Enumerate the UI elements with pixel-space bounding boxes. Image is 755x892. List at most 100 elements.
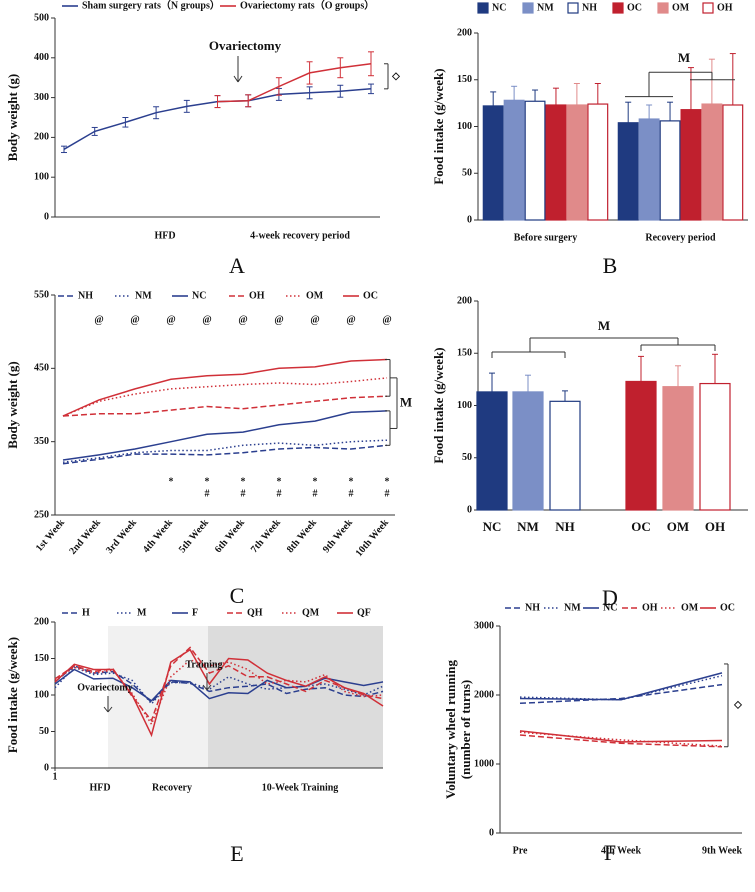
bar bbox=[503, 99, 525, 221]
x-tick-label: OM bbox=[667, 519, 689, 534]
legend-label: OM bbox=[672, 2, 690, 13]
annotation: M bbox=[598, 318, 610, 333]
annotation: # bbox=[277, 488, 282, 499]
y-tick-label: 0 bbox=[467, 504, 472, 515]
annotation: * bbox=[385, 476, 390, 487]
y-tick-label: 100 bbox=[457, 121, 472, 132]
bar bbox=[482, 105, 504, 221]
legend-label: OC bbox=[720, 602, 735, 613]
y-tick-label: 0 bbox=[467, 214, 472, 225]
series-line bbox=[62, 395, 388, 417]
annotation: * bbox=[169, 476, 174, 487]
annotation: ◇ bbox=[391, 71, 400, 82]
legend-swatch bbox=[702, 2, 714, 14]
legend-label: QH bbox=[247, 607, 263, 618]
y-tick-label: 150 bbox=[34, 653, 49, 664]
bar bbox=[659, 120, 681, 221]
y-tick-label: 1000 bbox=[474, 758, 494, 769]
series-line bbox=[62, 358, 388, 417]
series-line bbox=[54, 659, 384, 726]
series-line bbox=[519, 672, 723, 701]
bar bbox=[722, 104, 744, 221]
y-tick-label: 250 bbox=[34, 509, 49, 520]
y-axis-label: Body weight (g) bbox=[5, 361, 20, 448]
panel-label: F bbox=[604, 840, 616, 865]
annotation: * bbox=[349, 476, 354, 487]
y-tick-label: 50 bbox=[462, 452, 472, 463]
legend-label: QM bbox=[302, 607, 320, 618]
annotation: @ bbox=[238, 314, 247, 325]
y-axis-label: Body weight (g) bbox=[5, 74, 20, 161]
y-tick-label: 50 bbox=[462, 168, 472, 179]
legend-label: NC bbox=[492, 2, 506, 13]
series-line bbox=[54, 648, 384, 738]
annotation: * bbox=[241, 476, 246, 487]
y-tick-label: 200 bbox=[457, 27, 472, 38]
x-tick-label: 9th Week bbox=[321, 517, 355, 555]
series-line bbox=[54, 666, 384, 705]
panel-label: E bbox=[230, 841, 243, 866]
y-axis-label: Food intake (g/week) bbox=[5, 637, 20, 753]
x-tick-label: NM bbox=[517, 519, 539, 534]
y-tick-label: 350 bbox=[34, 436, 49, 447]
legend-label: Ovariectomy rats（O groups） bbox=[240, 0, 374, 11]
annotation-line bbox=[233, 75, 239, 83]
annotation: HFD bbox=[89, 782, 110, 793]
series-line bbox=[62, 444, 388, 465]
bar bbox=[662, 386, 694, 511]
annotation: # bbox=[313, 488, 318, 499]
series-line bbox=[62, 439, 388, 463]
bar bbox=[625, 380, 657, 511]
bar bbox=[524, 100, 546, 221]
x-tick-label: 2nd Week bbox=[67, 517, 103, 557]
x-tick-label: 1 bbox=[53, 771, 58, 782]
panel-label: D bbox=[602, 585, 618, 610]
y-tick-label: 300 bbox=[34, 92, 49, 103]
legend-label: OM bbox=[306, 290, 324, 301]
x-tick-label: 7th Week bbox=[249, 517, 283, 555]
x-tick-label: NH bbox=[555, 519, 575, 534]
annotation: HFD bbox=[154, 230, 175, 241]
x-tick-label: 9th Week bbox=[702, 845, 743, 856]
y-tick-label: 100 bbox=[34, 689, 49, 700]
annotation: @ bbox=[310, 314, 319, 325]
annotation-line bbox=[202, 684, 208, 691]
annotation: # bbox=[241, 488, 246, 499]
annotation: 4-week recovery period bbox=[250, 230, 350, 241]
y-tick-label: 150 bbox=[457, 348, 472, 359]
bar bbox=[512, 391, 544, 511]
series-line bbox=[62, 377, 388, 417]
annotation: # bbox=[385, 488, 390, 499]
legend-label: M bbox=[137, 607, 147, 618]
legend-label: OC bbox=[627, 2, 642, 13]
annotation: ◇ bbox=[733, 700, 742, 711]
legend-label: NC bbox=[192, 290, 206, 301]
annotation: M bbox=[678, 50, 690, 65]
series-line bbox=[62, 410, 388, 461]
series-line bbox=[54, 664, 384, 704]
training-region bbox=[208, 626, 383, 768]
annotation: @ bbox=[346, 314, 355, 325]
series-line bbox=[519, 683, 723, 705]
y-axis-label: Food intake (g/week) bbox=[431, 68, 446, 184]
x-tick-label: OC bbox=[631, 519, 651, 534]
bar bbox=[476, 391, 508, 511]
annotation: Training bbox=[185, 659, 222, 670]
annotation: @ bbox=[166, 314, 175, 325]
x-tick-label: 8th Week bbox=[285, 517, 319, 555]
y-tick-label: 100 bbox=[457, 400, 472, 411]
annotation: @ bbox=[94, 314, 103, 325]
bar bbox=[699, 382, 731, 511]
legend-swatch bbox=[657, 2, 669, 14]
y-tick-label: 0 bbox=[489, 827, 494, 838]
y-tick-label: 3000 bbox=[474, 620, 494, 631]
legend-swatch bbox=[567, 2, 579, 14]
legend-label: OM bbox=[681, 602, 699, 613]
legend-label: NM bbox=[135, 290, 152, 301]
series-line bbox=[519, 734, 723, 748]
legend-label: NH bbox=[78, 290, 93, 301]
legend-label: NH bbox=[582, 2, 597, 13]
annotation: 10-Week Training bbox=[262, 782, 339, 793]
legend-label: OH bbox=[642, 602, 658, 613]
x-tick-label: Recovery period bbox=[645, 232, 716, 243]
